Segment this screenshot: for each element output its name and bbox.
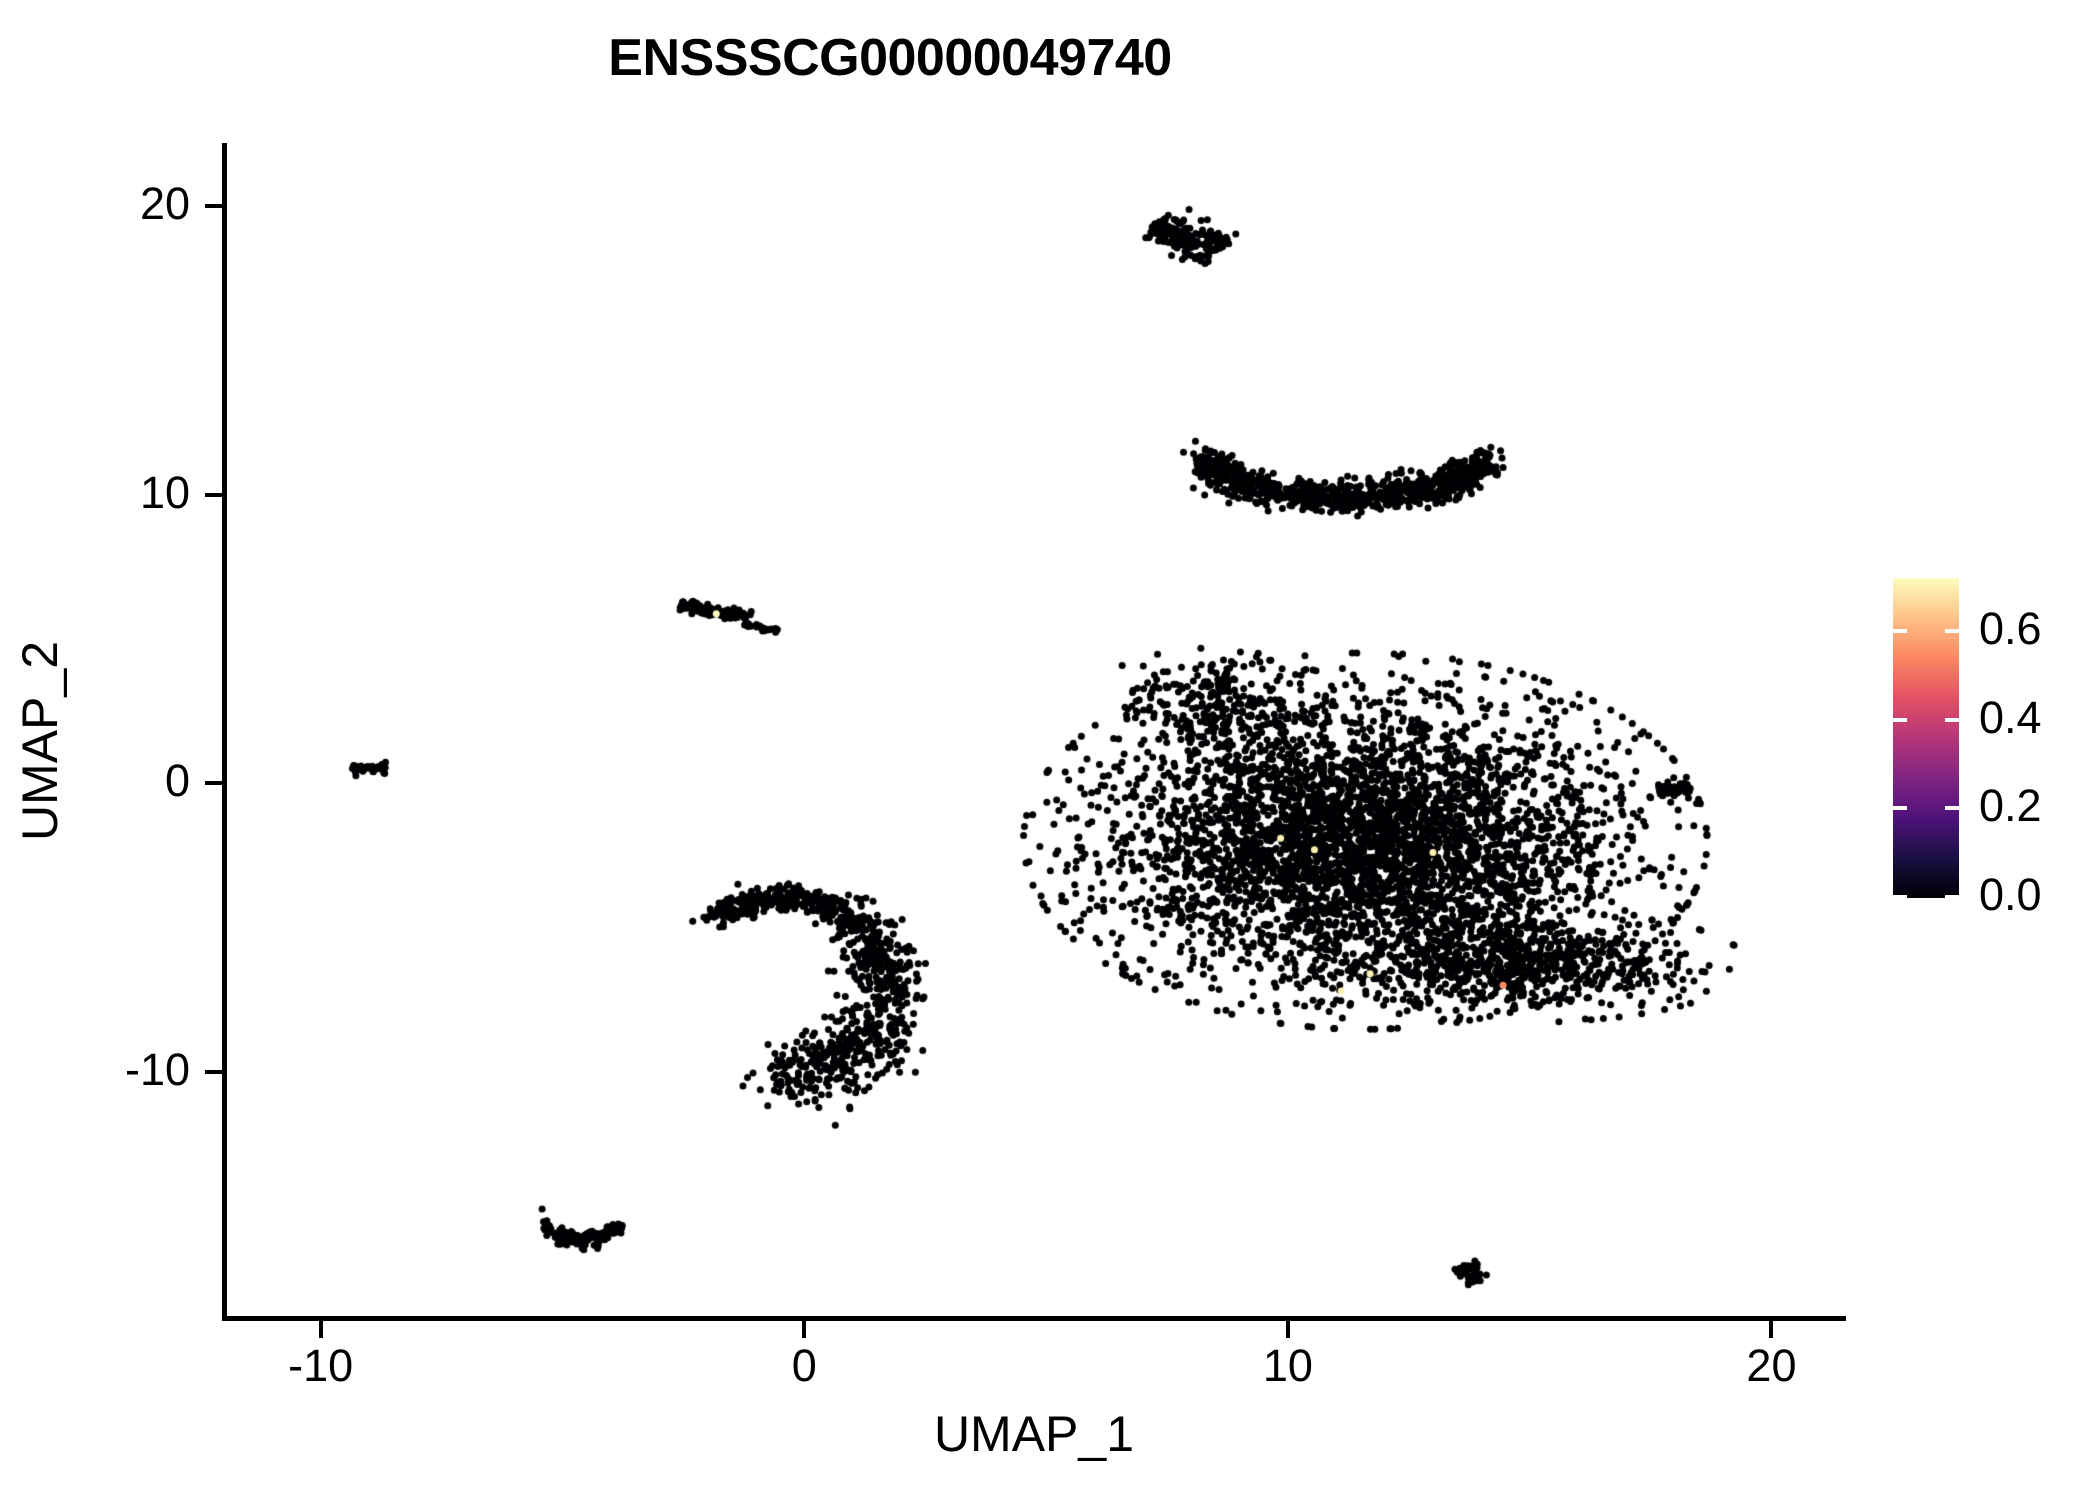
- x-tick-mark: [1769, 1321, 1774, 1338]
- x-axis-line: [222, 1316, 1846, 1321]
- y-tick-label: 20: [139, 178, 190, 230]
- x-tick-mark: [318, 1321, 323, 1338]
- x-tick-label: 20: [1746, 1340, 1797, 1391]
- y-tick-label: -10: [124, 1043, 190, 1095]
- colorbar-tick-mark: [1945, 806, 1959, 811]
- x-tick-mark: [1285, 1321, 1290, 1338]
- y-axis-line: [222, 143, 227, 1321]
- x-axis-label: UMAP_1: [933, 1406, 1135, 1462]
- colorbar-tick-label: 0.0: [1979, 869, 2042, 920]
- colorbar-tick-mark: [1945, 717, 1959, 722]
- y-tick-label: 0: [164, 755, 190, 807]
- colorbar-tick-mark: [1893, 806, 1907, 811]
- colorbar-tick-mark: [1893, 895, 1907, 899]
- colorbar-tick-mark: [1945, 895, 1959, 899]
- colorbar-tick-mark: [1945, 629, 1959, 634]
- colorbar-tick-mark: [1893, 629, 1907, 634]
- y-tick-mark: [205, 204, 222, 209]
- x-tick-label: -10: [288, 1340, 354, 1391]
- colorbar-tick-label: 0.2: [1979, 780, 2042, 832]
- y-tick-label: 10: [139, 466, 190, 518]
- x-tick-label: 10: [1262, 1340, 1313, 1391]
- x-tick-mark: [802, 1321, 807, 1338]
- colorbar-legend: 0.6 0.4 0.2 0.0: [1893, 578, 2093, 920]
- colorbar-gradient: [1893, 578, 1959, 898]
- plot-panel: [224, 143, 1844, 1317]
- x-tick-label: 0: [791, 1340, 817, 1391]
- y-tick-mark: [205, 492, 222, 497]
- y-tick-mark: [205, 1069, 222, 1074]
- y-axis-label: UMAP_2: [12, 640, 68, 842]
- colorbar-tick-label: 0.6: [1979, 603, 2042, 655]
- colorbar-tick-mark: [1893, 717, 1907, 722]
- colorbar-tick-label: 0.4: [1979, 691, 2042, 743]
- page-title: ENSSSCG00000049740: [608, 29, 1172, 87]
- y-tick-mark: [205, 781, 222, 786]
- scatter-plot-canvas: [224, 143, 1844, 1317]
